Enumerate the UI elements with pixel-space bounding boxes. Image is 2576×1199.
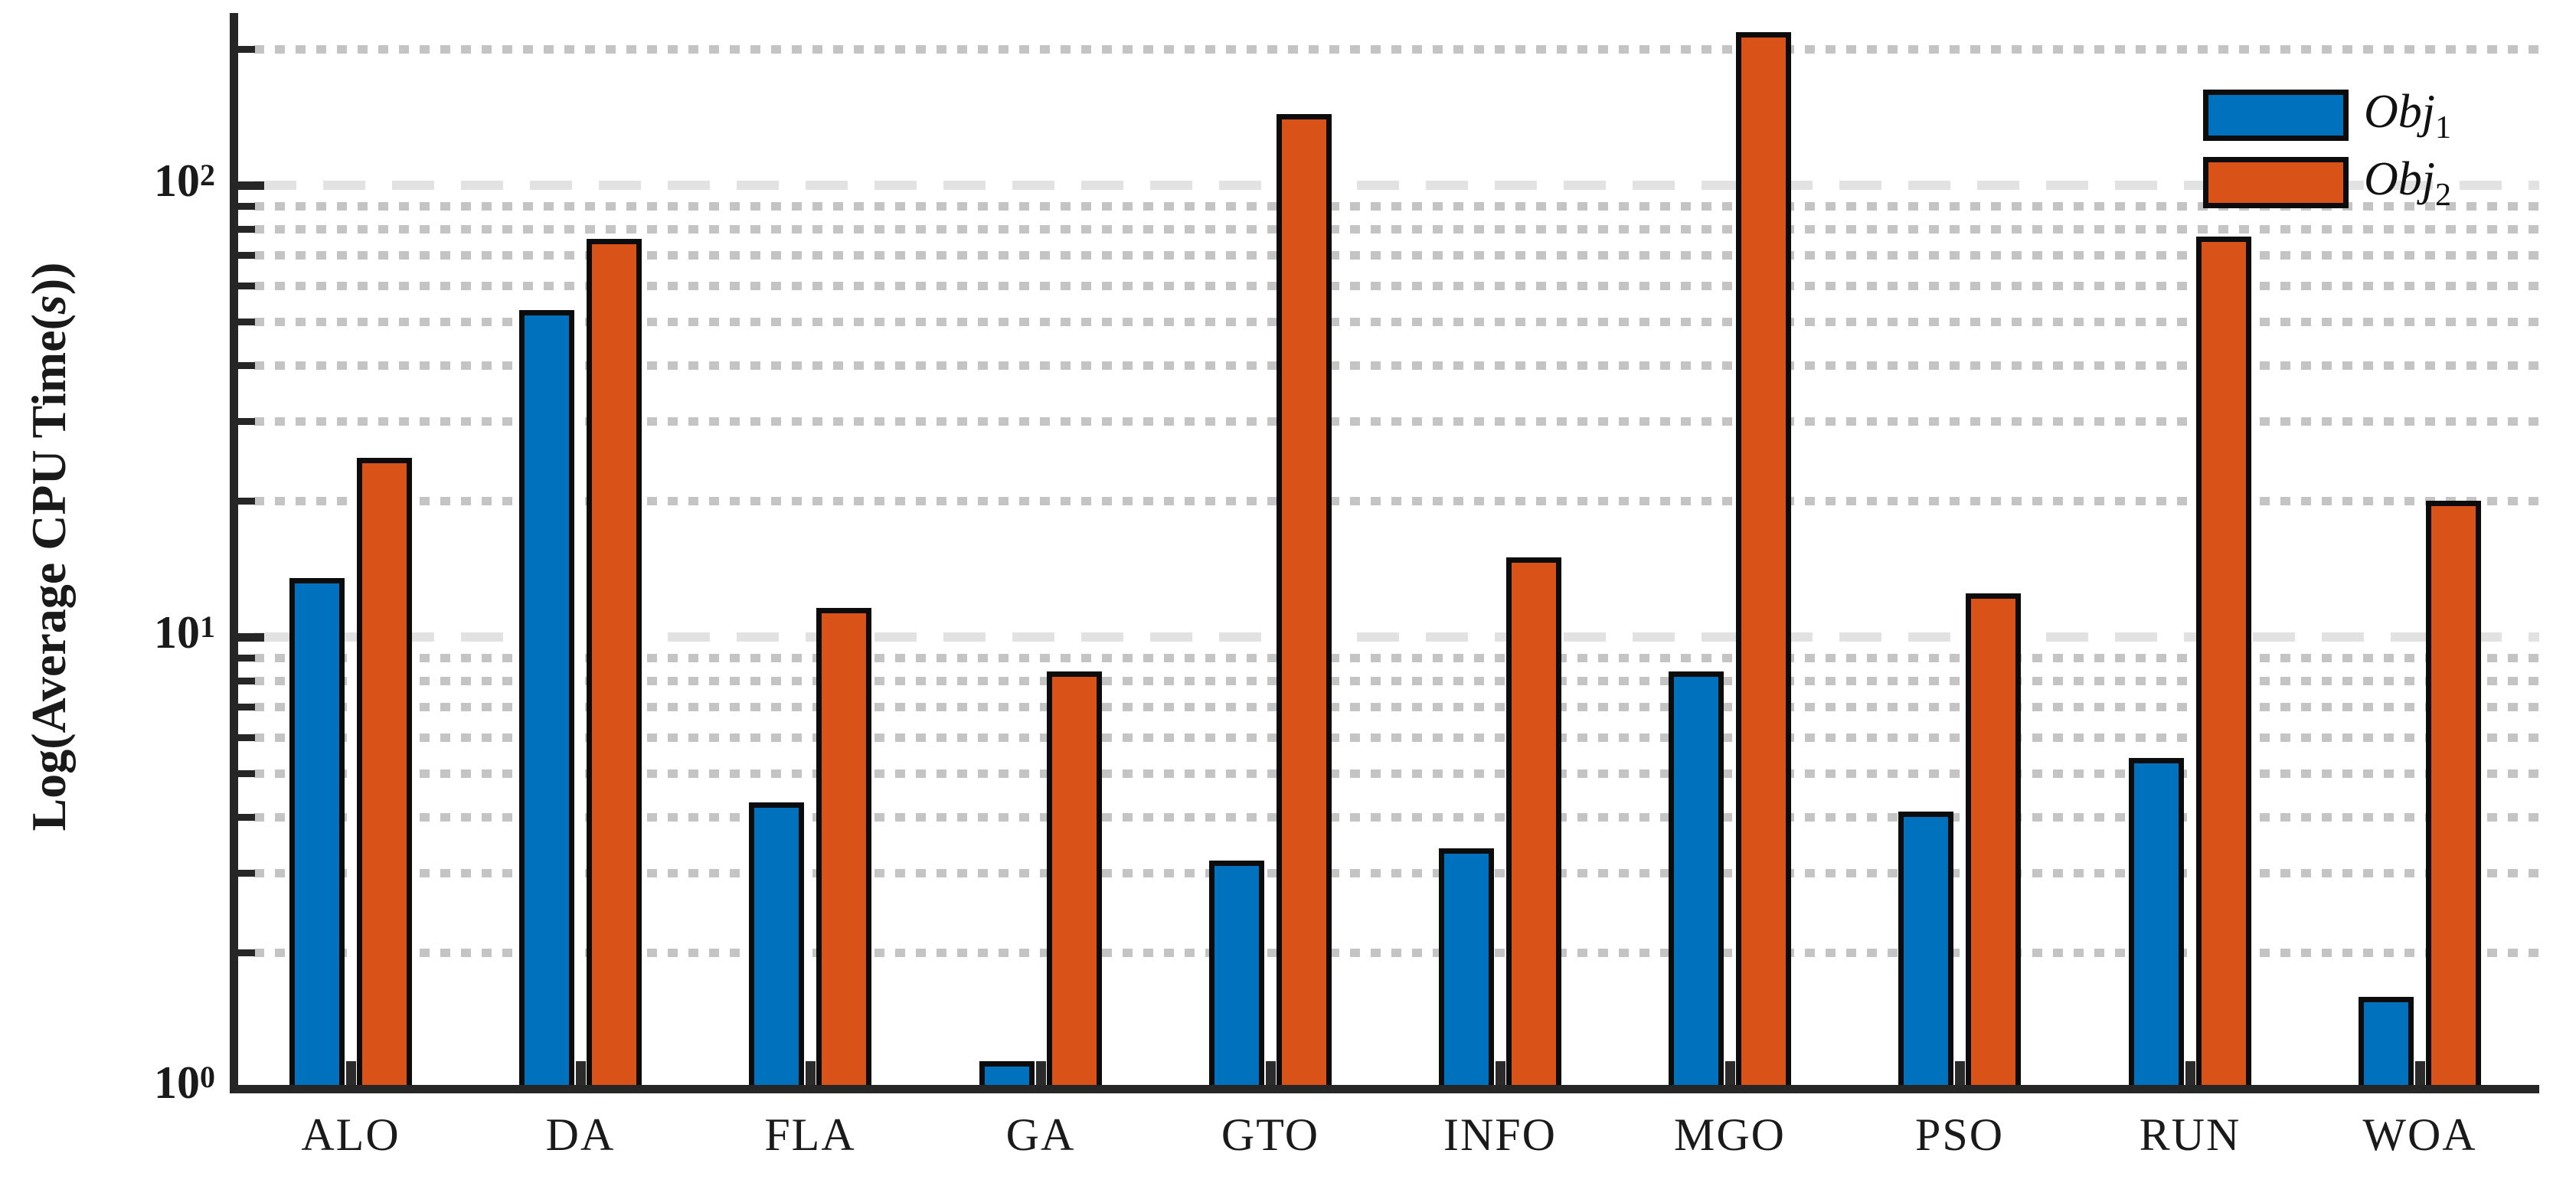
major-gridline [254,181,2539,190]
y-axis-label: Log(Average CPU Time(s)) [21,263,77,831]
y-minor-tick [238,283,255,289]
y-minor-tick [238,319,255,325]
minor-gridline [254,361,2539,370]
bar-obj1-pso [1898,812,1953,1085]
y-minor-tick [238,46,255,53]
x-tick-label-mgo: MGO [1673,1109,1786,1160]
y-tick-label-100: 102 [154,155,216,206]
x-tick-label-gto: GTO [1221,1109,1320,1160]
y-minor-tick [238,678,255,684]
y-axis-spine [230,13,238,1093]
bar-edge-stub-ga [1036,1061,1046,1085]
legend-swatch-obj1 [2203,90,2349,141]
y-minor-tick [238,418,255,425]
y-minor-tick [238,814,255,821]
y-axis-label-italic-s: s [21,295,76,315]
y-minor-tick [238,655,255,662]
minor-gridline [254,733,2539,742]
y-minor-tick [238,949,255,956]
y-major-tick [238,633,264,642]
bar-edge-stub-gto [1266,1061,1276,1085]
bar-obj2-run [2196,237,2251,1085]
x-tick-label-ga: GA [1005,1109,1076,1160]
y-minor-tick [238,770,255,777]
bar-obj1-alo [289,578,345,1085]
minor-gridline [254,45,2539,54]
y-minor-tick [238,362,255,369]
minor-gridline [254,251,2539,260]
bar-edge-stub-info [1496,1061,1505,1085]
bar-obj2-pso [1966,593,2021,1085]
legend-swatch-obj2 [2203,157,2349,208]
bar-obj2-alo [357,458,412,1085]
minor-gridline [254,869,2539,877]
bar-edge-stub-woa [2415,1061,2425,1085]
y-minor-tick [238,252,255,259]
bar-obj1-ga [979,1061,1035,1085]
minor-gridline [254,318,2539,326]
y-tick-label-10: 101 [154,607,216,658]
y-minor-tick [238,734,255,741]
bar-obj1-woa [2359,997,2414,1085]
bar-edge-stub-mgo [1725,1061,1735,1085]
x-tick-label-alo: ALO [301,1109,400,1160]
bar-obj2-gto [1277,114,1332,1085]
y-axis-label-text: Log(Average CPU Time( [21,314,76,831]
legend-item-obj2: Obj2 [2203,153,2451,213]
minor-gridline [254,813,2539,822]
bar-edge-stub-da [576,1061,586,1085]
bar-edge-stub-alo [346,1061,356,1085]
bar-edge-stub-fla [806,1061,816,1085]
y-minor-tick [238,226,255,233]
bar-obj2-da [587,239,642,1085]
y-minor-tick [238,704,255,711]
legend-label-obj2: Obj2 [2364,152,2451,213]
minor-gridline [254,654,2539,662]
y-tick-label-1: 100 [154,1057,216,1108]
minor-gridline [254,769,2539,778]
bar-obj1-mgo [1669,671,1724,1085]
legend-item-obj1: Obj1 [2203,86,2451,145]
bar-obj1-gto [1209,861,1264,1085]
minor-gridline [254,949,2539,957]
x-tick-label-pso: PSO [1914,1109,2005,1160]
bar-obj1-run [2129,758,2184,1085]
bar-obj2-info [1506,557,1561,1085]
bar-obj2-mgo [1736,32,1791,1085]
minor-gridline [254,497,2539,505]
minor-gridline [254,282,2539,290]
x-axis-spine [230,1085,2539,1093]
bar-obj2-fla [816,608,871,1085]
y-minor-tick [238,203,255,210]
bar-obj2-ga [1047,671,1102,1085]
minor-gridline [254,417,2539,426]
bar-obj1-da [519,310,574,1085]
y-minor-tick [238,870,255,877]
x-tick-label-run: RUN [2139,1109,2241,1160]
bar-obj1-info [1439,848,1494,1085]
y-axis-label-text-suffix: )) [21,262,76,296]
x-tick-label-fla: FLA [764,1109,856,1160]
bar-edge-stub-run [2185,1061,2195,1085]
bar-obj1-fla [749,802,804,1085]
minor-gridline [254,202,2539,211]
legend-label-obj1: Obj1 [2364,85,2451,145]
bar-edge-stub-pso [1955,1061,1965,1085]
y-minor-tick [238,498,255,505]
bar-obj2-woa [2426,501,2481,1085]
minor-gridline [254,677,2539,685]
x-tick-label-da: DA [545,1109,616,1160]
x-tick-label-info: INFO [1443,1109,1557,1160]
minor-gridline [254,703,2539,711]
minor-gridline [254,225,2539,234]
y-major-tick [238,181,264,190]
x-tick-label-woa: WOA [2362,1109,2477,1160]
